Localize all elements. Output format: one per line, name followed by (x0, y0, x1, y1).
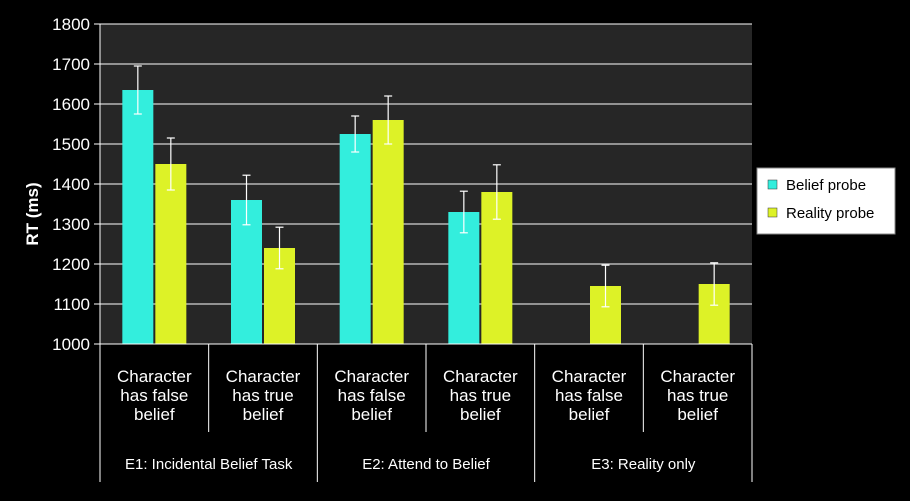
y-tick-label: 1800 (52, 15, 90, 34)
y-tick-label: 1200 (52, 255, 90, 274)
legend-swatch (767, 179, 778, 190)
legend-label: Belief probe (786, 177, 866, 194)
x-category-label: Character (552, 367, 627, 386)
x-category-label: Character (443, 367, 518, 386)
legend-swatch (767, 207, 778, 218)
x-category-label: belief (460, 405, 501, 424)
x-category-label: has true (667, 386, 728, 405)
x-category-label: belief (243, 405, 284, 424)
y-tick-label: 1000 (52, 335, 90, 354)
x-group-label: E3: Reality only (591, 456, 696, 473)
x-group-label: E1: Incidental Belief Task (125, 456, 293, 473)
bar (122, 90, 154, 344)
legend-label: Reality probe (786, 205, 874, 222)
bar (448, 212, 480, 344)
x-category-label: has false (120, 386, 188, 405)
x-category-label: has false (555, 386, 623, 405)
y-axis-label: RT (ms) (23, 182, 42, 245)
bar (372, 120, 404, 344)
x-category-label: has true (450, 386, 511, 405)
x-category-label: has true (232, 386, 293, 405)
legend-box (756, 167, 896, 235)
x-group-label: E2: Attend to Belief (362, 456, 490, 473)
y-tick-label: 1100 (53, 295, 90, 314)
y-tick-label: 1500 (52, 135, 90, 154)
y-axis-ticks: 1000 1100 1200 1300 1400 1500 1600 1700 1800 (52, 15, 101, 354)
bar (155, 164, 187, 344)
x-category-label: Character (226, 367, 301, 386)
bar (339, 134, 371, 344)
x-category-label: belief (569, 405, 610, 424)
legend: Belief probe Reality probe (756, 167, 896, 235)
y-tick-label: 1700 (52, 55, 90, 74)
x-category-label: belief (134, 405, 175, 424)
y-tick-label: 1400 (52, 175, 90, 194)
x-category-label: Character (334, 367, 409, 386)
x-category-label: Character (117, 367, 192, 386)
y-tick-label: 1600 (52, 95, 90, 114)
x-category-label: Character (660, 367, 735, 386)
x-category-label: has false (338, 386, 406, 405)
y-tick-label: 1300 (52, 215, 90, 234)
x-category-label: belief (677, 405, 718, 424)
bars (122, 65, 730, 344)
x-category-label: belief (351, 405, 392, 424)
